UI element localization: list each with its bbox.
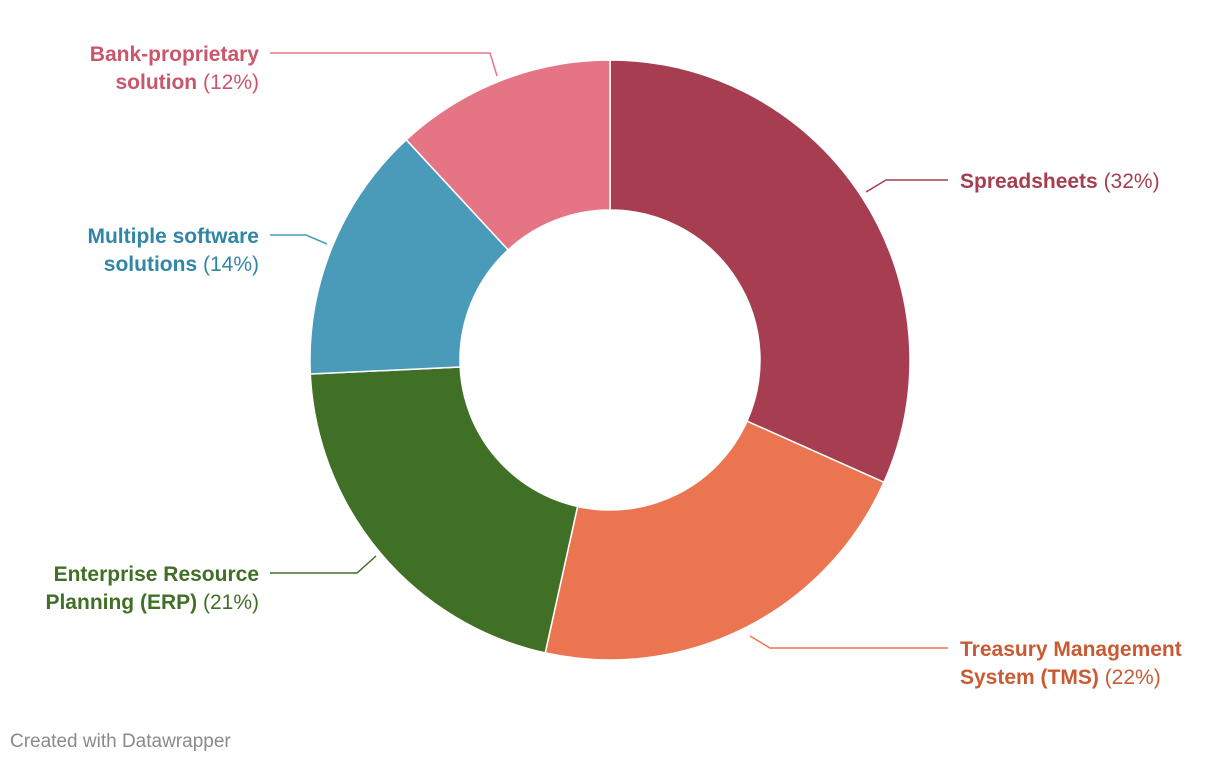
slice-label: Enterprise Resource Planning (ERP) (21%) [45, 563, 259, 614]
slice-label-name: Planning (ERP) [45, 591, 197, 614]
slice-label-name: Multiple software [87, 225, 259, 248]
slice-label-percent: (21%) [197, 591, 259, 614]
slice-label-name: solutions [104, 253, 197, 276]
slice-label: Multiple software solutions (14%) [87, 225, 259, 276]
donut-slice [309, 138, 510, 375]
slice-label-name: Bank-proprietary [90, 43, 260, 66]
slice-label-percent: (14%) [197, 253, 259, 276]
datawrapper-credit: Created with Datawrapper [10, 731, 231, 752]
slice-label: Treasury Management System (TMS) (22%) [960, 638, 1182, 689]
leader-line [270, 555, 377, 574]
slice-label-percent: (22%) [1099, 666, 1161, 689]
leader-lines [270, 52, 948, 649]
leader-line [865, 179, 948, 193]
leader-line [749, 635, 948, 649]
slice-label-percent: (32%) [1098, 170, 1160, 193]
donut-slice [544, 420, 885, 661]
slice-label-name: Spreadsheets [960, 170, 1098, 193]
slice-labels: Spreadsheets (32%) Treasury Management Sys… [45, 43, 1181, 689]
slice-label-name: Enterprise Resource [54, 563, 259, 586]
donut-slice [309, 366, 579, 654]
leader-line [270, 234, 328, 245]
leader-line [270, 52, 498, 77]
slice-label-name: Treasury Management [960, 638, 1182, 661]
slice-label-name: System (TMS) [960, 666, 1099, 689]
donut-slices [309, 59, 911, 661]
slice-label: Bank-proprietary solution (12%) [90, 43, 260, 94]
donut-slice [405, 59, 611, 251]
slice-label: Spreadsheets (32%) [960, 170, 1160, 193]
slice-label-name: solution [115, 71, 197, 94]
donut-slice [609, 59, 911, 484]
slice-label-percent: (12%) [197, 71, 259, 94]
